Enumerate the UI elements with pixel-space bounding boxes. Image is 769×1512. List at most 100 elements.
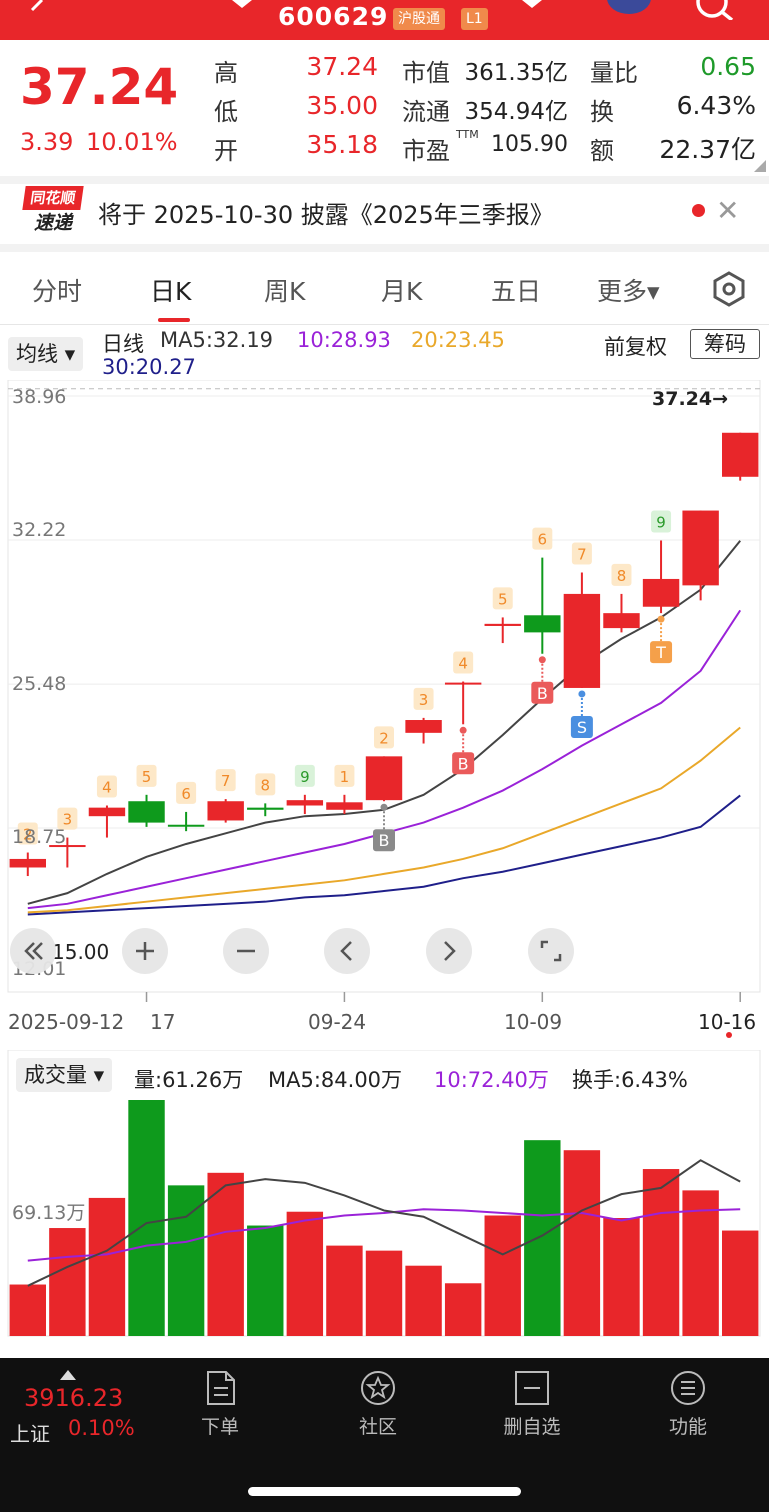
signal-badge bbox=[650, 641, 673, 664]
tab-intraday[interactable]: 分时 bbox=[32, 277, 83, 306]
nav-order[interactable]: 下单 bbox=[180, 1368, 260, 1439]
badge-text: 7 bbox=[221, 772, 231, 790]
badge-bg bbox=[294, 764, 315, 787]
search-icon[interactable] bbox=[690, 0, 736, 20]
chevron-right-icon bbox=[444, 941, 456, 961]
fullscreen-button[interactable] bbox=[528, 928, 574, 974]
prev-stock-icon[interactable] bbox=[232, 0, 252, 8]
date-label: 09-24 bbox=[308, 1010, 367, 1034]
signal-dot bbox=[538, 656, 546, 664]
amount-label: 额 bbox=[590, 137, 614, 165]
order-icon bbox=[207, 1371, 235, 1405]
signal-text: B bbox=[537, 684, 548, 703]
indicator-select-button[interactable]: 均线 ▾ bbox=[8, 337, 84, 371]
candle-body bbox=[326, 802, 363, 810]
nav-community[interactable]: 社区 bbox=[338, 1368, 418, 1439]
next-stock-icon[interactable] bbox=[522, 0, 542, 8]
badge-bg bbox=[215, 769, 236, 792]
volume-indicator-select-button[interactable]: 成交量 ▾ bbox=[16, 1058, 113, 1092]
candle-body bbox=[444, 682, 482, 685]
candle-body bbox=[88, 807, 126, 817]
volume-bar bbox=[444, 1283, 482, 1336]
low-label: 低 bbox=[214, 98, 238, 126]
chevron-left-icon bbox=[340, 941, 352, 961]
candle-body bbox=[49, 845, 86, 848]
index-value[interactable]: 3916.23 bbox=[24, 1384, 124, 1412]
logo-top-text: 同花顺 bbox=[22, 186, 84, 210]
scroll-left-button[interactable] bbox=[10, 928, 56, 974]
sequence-badge: 2 bbox=[374, 726, 394, 749]
badge-text: 4 bbox=[458, 655, 468, 673]
sequence-badge: 8 bbox=[611, 563, 632, 586]
menu-icon bbox=[671, 1371, 705, 1405]
candle-body bbox=[167, 824, 205, 827]
signal-text: S bbox=[577, 718, 587, 737]
badge-bg bbox=[571, 542, 592, 565]
badge-text: 6 bbox=[538, 531, 548, 549]
candle-body bbox=[207, 801, 244, 821]
pe-ttm-sup: TTM bbox=[456, 128, 479, 141]
move-left-button[interactable] bbox=[324, 928, 370, 974]
index-change-pct[interactable]: 0.10% bbox=[68, 1416, 135, 1440]
badge-bg bbox=[96, 775, 117, 798]
float-cap-label: 流通 bbox=[402, 98, 450, 126]
chart-frame bbox=[7, 380, 761, 993]
mascot-icon[interactable] bbox=[604, 0, 654, 16]
tab-daily-k[interactable]: 日K bbox=[150, 277, 192, 306]
zoom-in-button[interactable] bbox=[122, 928, 168, 974]
volume-bar bbox=[9, 1284, 46, 1336]
kline-chart[interactable]: 2 3 4 5 6 7 8 9 1 2 3 4 5 6 7 8 9 B B B S T bbox=[0, 380, 769, 1020]
logo-bottom-text: 速递 bbox=[33, 212, 72, 234]
volume-bar bbox=[128, 1100, 165, 1336]
double-chevron-left-icon bbox=[24, 942, 43, 960]
move-right-button[interactable] bbox=[426, 928, 472, 974]
price-axis-label-top: 38.96 bbox=[12, 386, 67, 408]
volume-bar bbox=[88, 1197, 126, 1336]
badge-bg bbox=[255, 773, 276, 796]
volume-bar bbox=[207, 1172, 244, 1336]
low-value: 35.00 bbox=[306, 91, 378, 120]
badge-bg bbox=[374, 726, 394, 749]
last-price: 37.24 bbox=[20, 58, 179, 116]
volume-bar bbox=[722, 1230, 759, 1336]
ma10-legend: 10:28.93 bbox=[297, 328, 391, 352]
nav-functions-label: 功能 bbox=[668, 1416, 707, 1438]
sequence-badge: 7 bbox=[571, 542, 592, 565]
tab-monthly-k[interactable]: 月K bbox=[381, 277, 423, 306]
nav-remove-watchlist[interactable]: 删自选 bbox=[492, 1368, 572, 1439]
close-icon[interactable]: ✕ bbox=[716, 194, 740, 227]
sequence-badge: 3 bbox=[413, 687, 434, 710]
sequence-badge: 3 bbox=[57, 807, 78, 830]
turnover-legend: 换手:6.43% bbox=[572, 1068, 688, 1092]
volume-bar bbox=[365, 1250, 403, 1336]
back-icon[interactable] bbox=[22, 0, 50, 14]
tab-five-day[interactable]: 五日 bbox=[491, 277, 542, 306]
sequence-badge: 1 bbox=[334, 764, 355, 787]
price-axis-label: 32.22 bbox=[12, 519, 67, 541]
sequence-badge: 8 bbox=[255, 773, 276, 796]
nav-functions[interactable]: 功能 bbox=[648, 1368, 728, 1439]
chips-button[interactable]: 筹码 bbox=[690, 329, 760, 359]
open-value: 35.18 bbox=[306, 130, 378, 159]
sequence-badge: 4 bbox=[453, 651, 474, 674]
zoom-out-button[interactable] bbox=[223, 928, 269, 974]
badge-text: 5 bbox=[498, 590, 508, 608]
signal-dot bbox=[578, 690, 586, 698]
sequence-badge: 5 bbox=[136, 764, 157, 787]
adjust-mode-button[interactable]: 前复权 bbox=[604, 335, 667, 359]
tab-weekly-k[interactable]: 周K bbox=[264, 277, 306, 306]
badge-bg bbox=[651, 510, 672, 533]
volume-bar bbox=[326, 1245, 363, 1336]
sequence-badge: 9 bbox=[294, 764, 315, 787]
badge-bg bbox=[334, 764, 355, 787]
index-name[interactable]: 上证 bbox=[10, 1422, 50, 1446]
volume-chart[interactable] bbox=[0, 1050, 769, 1350]
sequence-badge: 9 bbox=[651, 510, 672, 533]
settings-icon[interactable] bbox=[710, 270, 748, 308]
volume-bar bbox=[49, 1228, 86, 1336]
badge-bg bbox=[57, 807, 78, 830]
candle-body bbox=[524, 615, 561, 633]
expand-corner-icon[interactable] bbox=[754, 160, 766, 172]
tab-more[interactable]: 更多▾ bbox=[597, 277, 660, 306]
notice-text[interactable]: 将于 2025-10-30 披露《2025年三季报》 bbox=[98, 201, 554, 229]
